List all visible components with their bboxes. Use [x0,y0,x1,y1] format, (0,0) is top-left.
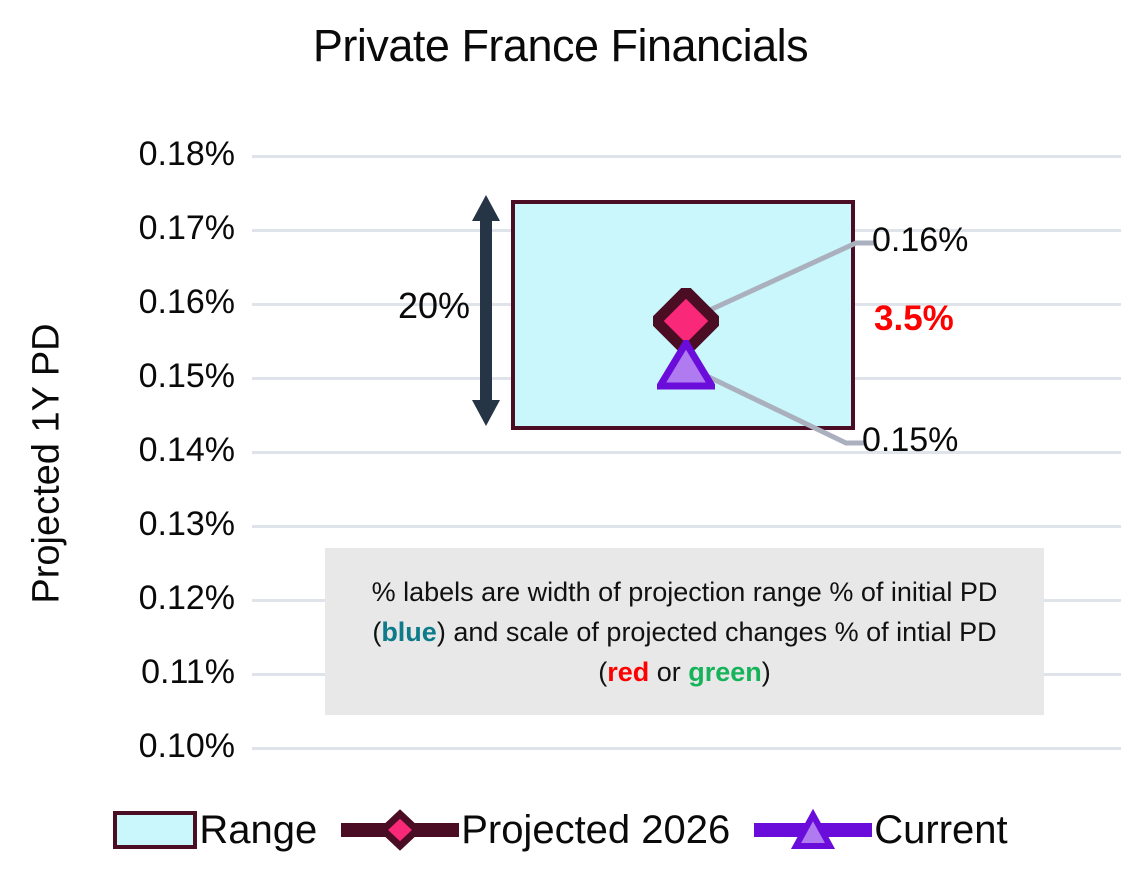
legend-item-current[interactable]: Current [754,807,1008,853]
note-line-2-post: ) and scale of projected [436,616,718,647]
gridline [252,451,1121,454]
note-keyword-red: red [607,656,650,687]
y-axis-tick-label: 0.12% [138,579,235,617]
y-axis-tick-label: 0.15% [138,357,235,395]
legend-label-projected-2026: Projected 2026 [461,807,731,852]
legend-swatch-current-triangle-icon [754,808,873,849]
legend-item-range[interactable]: Range [113,808,317,853]
chart-legend: Range Projected 2026 Current [0,795,1121,865]
legend-note-box: % labels are width of projection range %… [325,548,1044,715]
range-width-label: 20% [397,285,470,326]
y-axis-tick-label: 0.11% [141,653,235,691]
note-line-3-mid: or [649,656,689,687]
y-axis-tick-label: 0.17% [138,209,235,247]
y-axis-tick-label: 0.14% [138,431,235,469]
range-width-arrow-icon [472,195,500,426]
note-line-3-pre: changes % of intial PD ( [598,616,997,687]
note-keyword-green: green [688,656,762,687]
legend-item-projected-2026[interactable]: Projected 2026 [341,807,730,853]
gridline [252,155,1121,158]
callout-change-percent: 3.5% [874,299,954,338]
y-axis-tick-label: 0.10% [138,727,235,765]
note-line-1: % labels are width of projection range %… [371,576,884,607]
gridline [252,525,1121,528]
y-axis-tick-label: 0.13% [138,505,235,543]
gridline [252,747,1121,750]
legend-label-current: Current [874,807,1008,852]
legend-swatch-projected-diamond-icon [341,809,460,851]
legend-note-text: % labels are width of projection range %… [325,572,1044,692]
callout-current-value: 0.15% [862,421,959,459]
y-axis-tick-label: 0.16% [138,283,235,321]
note-line-2-pre: initial PD ( [372,576,998,647]
note-keyword-blue: blue [381,616,437,647]
page-title: Private France Financials [312,20,809,71]
note-line-3-post: ) [761,656,771,687]
current-marker[interactable] [657,340,715,390]
legend-swatch-range-icon [113,811,198,849]
callout-projected-value: 0.16% [872,221,969,259]
legend-label-range: Range [199,807,318,852]
y-axis-tick-label: 0.18% [138,135,235,173]
